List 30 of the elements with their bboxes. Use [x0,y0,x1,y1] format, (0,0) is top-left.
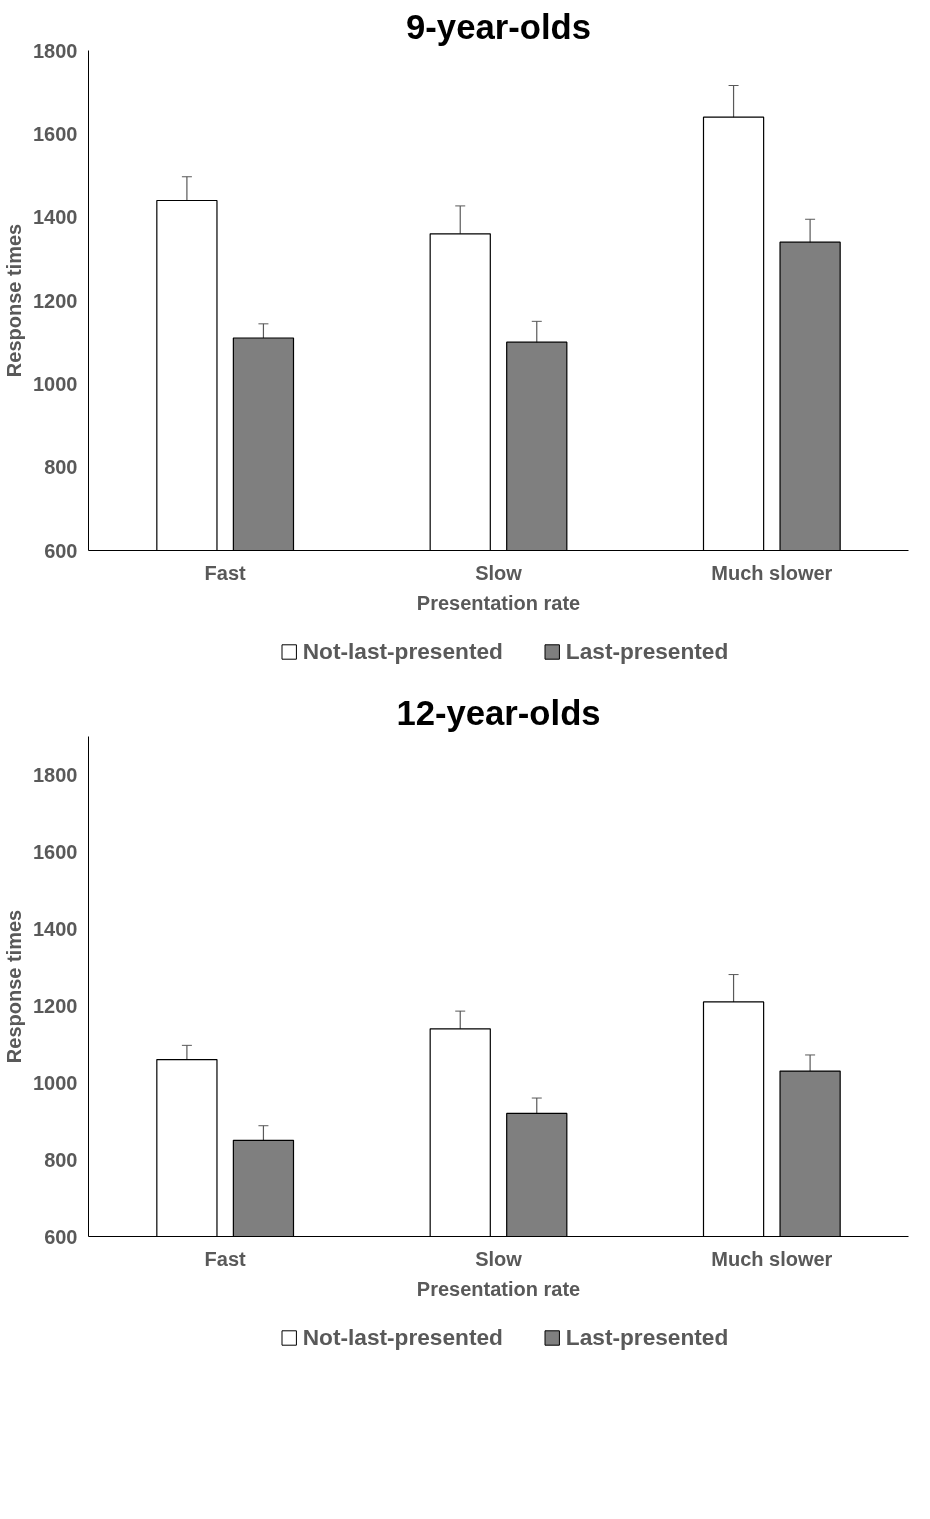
x-tick-label: Fast [204,561,247,584]
y-tick-label: 1400 [33,206,78,229]
y-axis-title: Response times [3,223,26,378]
y-tick-label: 1600 [33,840,78,863]
y-tick-label: 800 [44,1148,78,1171]
y-tick-label: 1600 [33,122,78,145]
legend-label: Last-presented [565,1323,729,1351]
y-tick-label: 600 [44,539,78,562]
legend-label: Last-presented [565,637,729,665]
y-tick-label: 1000 [33,1071,78,1094]
x-axis-title: Presentation rate [416,591,581,614]
x-tick-label: Slow [475,1247,523,1270]
y-tick-label: 1200 [33,289,78,312]
x-tick-label: Slow [475,561,523,584]
y-tick-label: 1400 [33,917,78,940]
y-tick-label: 800 [44,456,78,479]
x-axis-title: Presentation rate [416,1277,581,1300]
x-tick-label: Much slower [711,1247,833,1270]
y-tick-label: 1800 [33,763,78,786]
y-tick-label: 1000 [33,372,78,395]
y-tick-label: 600 [44,1225,78,1248]
x-tick-label: Much slower [711,561,833,584]
chart-title: 9-year-olds [406,7,591,46]
y-axis-title: Response times [3,909,26,1064]
legend-label: Not-last-presented [302,637,503,665]
x-tick-label: Fast [204,1247,247,1270]
chart-title: 12-year-olds [396,693,601,732]
y-tick-label: 1200 [33,994,78,1017]
y-tick-label: 1800 [33,39,78,62]
legend-label: Not-last-presented [302,1323,503,1351]
